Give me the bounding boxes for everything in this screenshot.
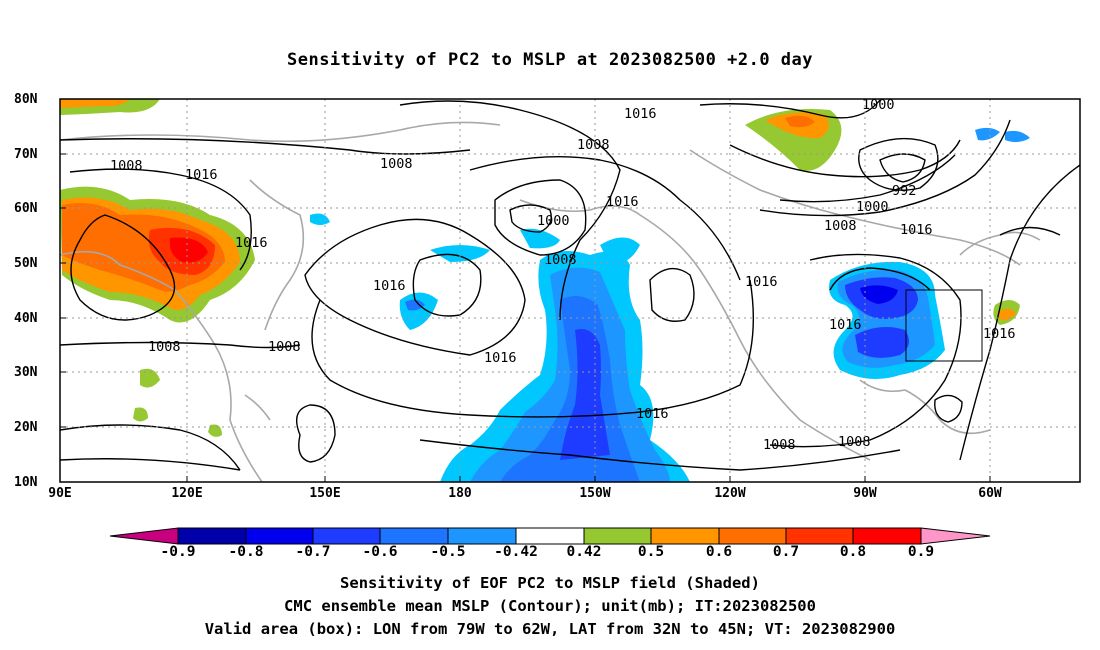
colorbar-cell [379,527,449,545]
lon-label: 120E [171,486,203,501]
colorbar-cell [583,527,652,545]
lon-label: 180 [448,486,472,501]
contour-label-1016: 1016 [185,167,218,183]
contour-label-1008: 1008 [763,437,796,453]
lat-label: 40N [14,311,38,326]
contour-label-1000: 1000 [856,199,889,215]
caption-shading: Sensitivity of EOF PC2 to MSLP field (Sh… [340,574,760,592]
contour-label-1008: 1008 [380,156,413,172]
colorbar-label: 0.9 [907,544,935,560]
colorbar-label: 0.6 [705,544,733,560]
colorbar-label: 0.5 [637,544,665,560]
contour-label-1016: 1016 [484,350,517,366]
graticule [60,99,1080,482]
map-frame [59,98,1081,483]
contour-label-1016: 1016 [900,222,933,238]
contour-label-1008: 1008 [110,158,143,174]
contour-label-1000: 1000 [862,97,895,113]
lon-label: 120W [714,486,746,501]
colorbar-cell [650,527,720,545]
colorbar-cell [852,527,922,545]
contour-label-1008: 1008 [824,218,857,234]
colorbar-label: -0.5 [430,544,466,560]
colorbar-cell [177,527,247,545]
colorbar-cell [515,527,585,545]
lat-label: 60N [14,201,38,216]
chart-title: Sensitivity of PC2 to MSLP at 2023082500… [286,50,813,70]
contour-label-1008: 1008 [544,252,577,268]
colorbar [109,527,991,545]
contour-label-1016: 1016 [624,106,657,122]
contour-label-1008: 1008 [577,137,610,153]
contour-label-1008: 1008 [148,339,181,355]
axis-ticks [59,98,991,483]
lat-label: 50N [14,256,38,271]
colorbar-label: -0.9 [160,544,196,560]
caption-contour: CMC ensemble mean MSLP (Contour); unit(m… [284,597,816,615]
colorbar-label: 0.7 [772,544,800,560]
contour-label-1016: 1016 [636,406,669,422]
lat-label: 20N [14,420,38,435]
lat-label: 10N [14,475,38,490]
lon-label: 60W [978,486,1002,501]
colorbar-label: -0.42 [494,544,538,560]
lon-label: 150W [579,486,611,501]
colorbar-label: 0.42 [566,544,602,560]
mslp-contours [60,99,1080,471]
contour-label-1008: 1008 [838,434,871,450]
contour-label-1016: 1016 [829,317,862,333]
colorbar-label: -0.8 [228,544,264,560]
colorbar-cell-underflow [109,527,179,545]
lon-label: 90E [48,486,72,501]
lon-label: 150E [309,486,341,501]
contour-label-1016: 1016 [983,326,1016,342]
colorbar-cell [312,527,381,545]
contour-label-1016: 1016 [235,235,268,251]
contour-labels: 1008 1016 1008 1016 1008 1008 1016 1016 … [110,97,1016,453]
lat-label: 30N [14,365,38,380]
contour-label-1016: 1016 [745,274,778,290]
colorbar-cell-overflow [920,527,991,545]
lat-label: 80N [14,92,38,107]
contour-label-1016: 1016 [373,278,406,294]
caption-valid-area: Valid area (box): LON from 79W to 62W, L… [204,620,896,638]
colorbar-label: -0.6 [362,544,398,560]
lat-label: 70N [14,147,38,162]
contour-label-1016: 1016 [606,194,639,210]
colorbar-cell [447,527,517,545]
colorbar-cell [245,527,314,545]
colorbar-label: 0.8 [839,544,867,560]
colorbar-label: -0.7 [295,544,331,560]
contour-label-992: 992 [892,183,916,199]
colorbar-cell [718,527,787,545]
contour-label-1000: 1000 [537,213,570,229]
lon-label: 90W [853,486,877,501]
valid-area-box [905,289,983,362]
contour-label-1008: 1008 [268,339,301,355]
sensitivity-shading [60,99,1030,482]
colorbar-cell [785,527,854,545]
